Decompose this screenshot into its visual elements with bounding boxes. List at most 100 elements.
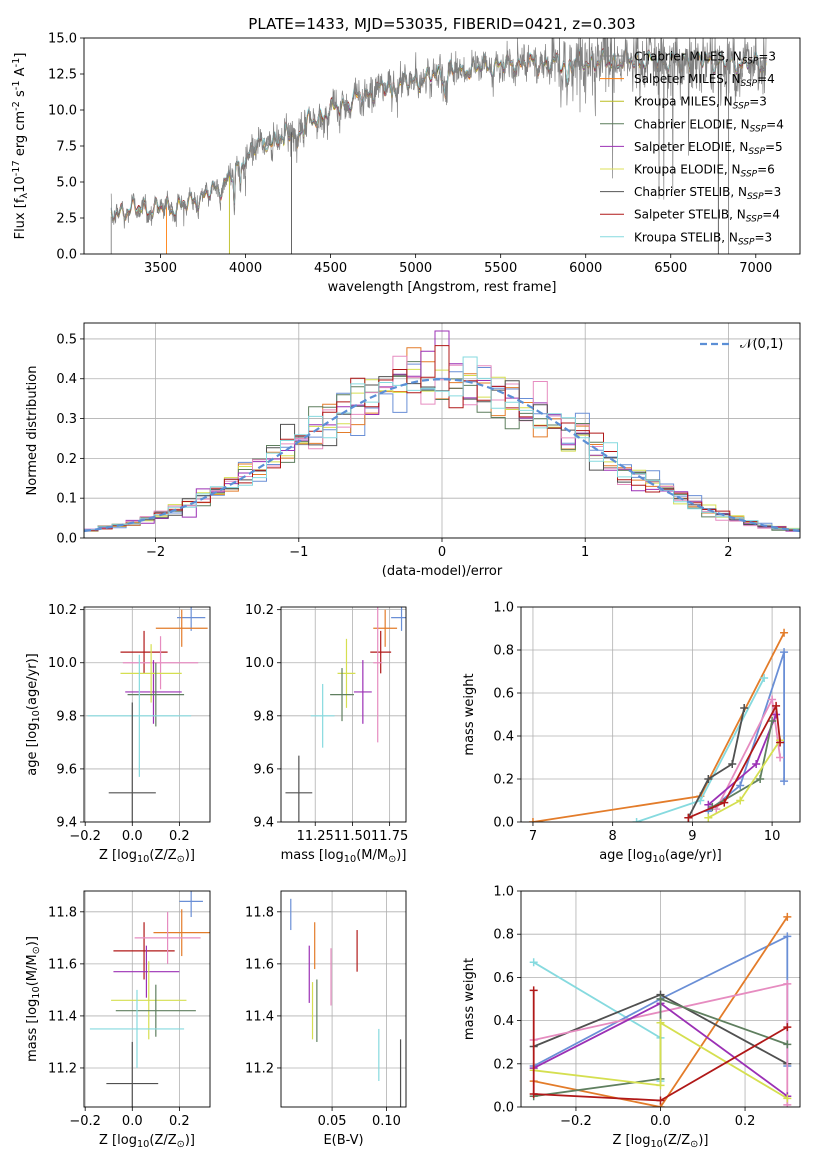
errorbar-point <box>113 945 180 998</box>
y-tick-label: 0.2 <box>493 773 514 788</box>
errorbar-point <box>373 607 383 743</box>
legend-label: Salpeter ELODIE, NSSP=5 <box>634 140 783 157</box>
errorbar-point <box>353 660 372 724</box>
errorbar-point <box>179 891 203 918</box>
legend-label: Chabrier MILES, NSSP=3 <box>634 50 776 67</box>
x-tick-label: 4500 <box>314 261 347 276</box>
x-tick-label: 4000 <box>229 261 262 276</box>
residuals-plot-area <box>84 323 800 538</box>
mass-vs-Z-y-axis-label: mass [log10(M/M⊙)] <box>25 936 42 1062</box>
mass-weight-marker <box>760 673 769 682</box>
x-tick-label: 5000 <box>399 261 432 276</box>
mass-weight-marker <box>783 1023 792 1032</box>
weight-vs-age-y-axis-label: mass weight <box>462 673 477 755</box>
y-tick-label: 0.0 <box>56 532 77 547</box>
residual-histogram <box>84 356 800 538</box>
y-tick-label: 0.6 <box>493 687 514 702</box>
y-tick-label: 10.0 <box>48 104 77 119</box>
residuals-panel: −2 −1 0 1 2 0.0 0.1 0.2 0.3 0.4 0.5 (data-model)/er… <box>25 322 801 579</box>
y-tick-label: 0.1 <box>56 492 77 507</box>
errorbar-point <box>285 755 313 822</box>
errorbar-point <box>108 702 156 822</box>
mass-weight-marker <box>780 777 789 786</box>
x-tick-label: 3500 <box>144 261 177 276</box>
spectrum-data-line <box>110 38 767 229</box>
spectrum-x-axis-label: wavelength [Angstrom, rest frame] <box>328 280 557 295</box>
mass-weight-marker <box>704 813 713 822</box>
age-vs-Z-panel: −0.2 0.0 0.2 9.4 9.6 9.8 10.0 10.2 Z [log10(Z/Z⊙… <box>25 603 211 865</box>
y-tick-label: 1.0 <box>493 601 514 616</box>
x-tick-label: 11.75 <box>371 829 408 844</box>
errorbar-point <box>337 638 356 708</box>
mass-weight-marker <box>656 995 665 1003</box>
age-vs-Z-y-axis-label: age [log10(age/yr)] <box>25 653 42 776</box>
weight-vs-age-axes-frame <box>520 606 801 823</box>
age-vs-Z-y-ticks: 9.4 9.6 9.8 10.0 10.2 <box>48 603 84 831</box>
residuals-x-ticks: −2 −1 0 1 2 <box>146 538 733 560</box>
mass-weight-marker <box>528 818 537 822</box>
x-tick-label: 0.05 <box>318 1114 347 1129</box>
mass-weight-line <box>532 990 788 1102</box>
errorbar-point <box>310 683 335 748</box>
x-tick-label: 7 <box>529 829 537 844</box>
y-tick-label: 11.2 <box>245 1061 274 1076</box>
x-tick-label: 0.0 <box>122 1114 143 1129</box>
spectrum-y-axis-label: Flux [fλ10-17 erg cm-2 s-1 A-1] <box>11 53 30 240</box>
x-tick-label: −0.2 <box>69 829 101 844</box>
mass-weight-marker <box>684 813 693 822</box>
age-vs-mass-plot-area <box>281 607 406 822</box>
mass-vs-Z-x-axis-label: Z [log10(Z/Z⊙)] <box>99 1133 195 1150</box>
spectrum-plot-area <box>110 38 767 254</box>
mass-vs-ebv-x-ticks: 0.05 0.10 <box>318 1107 401 1129</box>
mass-vs-Z-y-ticks: 11.2 11.4 11.6 11.8 <box>48 905 84 1076</box>
y-tick-label: 11.6 <box>48 957 77 972</box>
normal-reference-curve <box>84 378 800 533</box>
mass-weight-marker <box>529 958 538 967</box>
mass-weight-marker <box>783 932 792 941</box>
mass-vs-ebv-x-axis-label: E(B-V) <box>323 1133 363 1148</box>
mass-vs-Z-x-ticks: −0.2 0.0 0.2 <box>69 1107 190 1129</box>
y-tick-label: 0.0 <box>493 816 514 831</box>
mass-vs-ebv-plot-area <box>281 891 406 1107</box>
weight-vs-Z-plot-area <box>521 891 800 1107</box>
errorbar-point <box>330 668 354 722</box>
age-vs-Z-plot-area <box>84 607 210 822</box>
mass-weight-marker <box>783 979 792 988</box>
age-vs-mass-x-ticks: 11.25 11.50 11.75 <box>297 822 408 844</box>
mass-weight-marker <box>776 753 785 762</box>
errorbar-point <box>120 644 182 703</box>
mass-weight-marker <box>756 775 765 783</box>
y-tick-label: 0.8 <box>493 928 514 943</box>
mass-weight-line <box>533 1021 788 1100</box>
mass-weight-marker <box>632 818 641 822</box>
x-tick-label: 7000 <box>739 261 772 276</box>
errorbar-point <box>106 1041 159 1107</box>
y-tick-label: 10.2 <box>245 603 274 618</box>
residuals-axes-frame <box>83 322 801 539</box>
mass-weight-marker <box>783 1040 792 1049</box>
mass-vs-Z-panel: −0.2 0.0 0.2 11.2 11.4 11.6 11.8 Z [log10(Z/Z⊙)… <box>25 890 211 1150</box>
spectrum-x-ticks: 3500 4000 4500 5000 5500 6000 6500 7000 <box>144 254 772 276</box>
mass-weight-marker <box>776 738 785 747</box>
y-tick-label: 0.4 <box>56 372 77 387</box>
y-tick-label: 9.8 <box>253 709 274 724</box>
y-tick-label: 2.5 <box>56 212 77 227</box>
errorbar-point <box>111 961 187 1040</box>
y-tick-label: 9.8 <box>56 709 77 724</box>
y-tick-label: 11.8 <box>48 905 77 920</box>
spectrum-panel: 3500 4000 4500 5000 5500 6000 6500 7000 0.0 2.5 5.… <box>11 32 801 295</box>
mass-weight-marker <box>656 1081 665 1090</box>
x-tick-label: 0.10 <box>372 1114 401 1129</box>
mass-weight-marker <box>704 775 713 783</box>
legend-label: 𝒩(0,1) <box>740 337 783 352</box>
mass-weight-marker <box>736 796 745 805</box>
mass-weight-marker <box>783 1094 792 1103</box>
y-tick-label: 9.6 <box>253 762 274 777</box>
legend-label: Chabrier ELODIE, NSSP=4 <box>634 117 784 134</box>
y-tick-label: 0.2 <box>493 1057 514 1072</box>
legend-label: Kroupa ELODIE, NSSP=6 <box>634 163 775 180</box>
spectrum-axes-frame <box>83 37 801 255</box>
errorbar-point <box>134 911 201 964</box>
mass-weight-line <box>688 702 781 819</box>
legend-label: Kroupa MILES, NSSP=3 <box>634 95 767 112</box>
